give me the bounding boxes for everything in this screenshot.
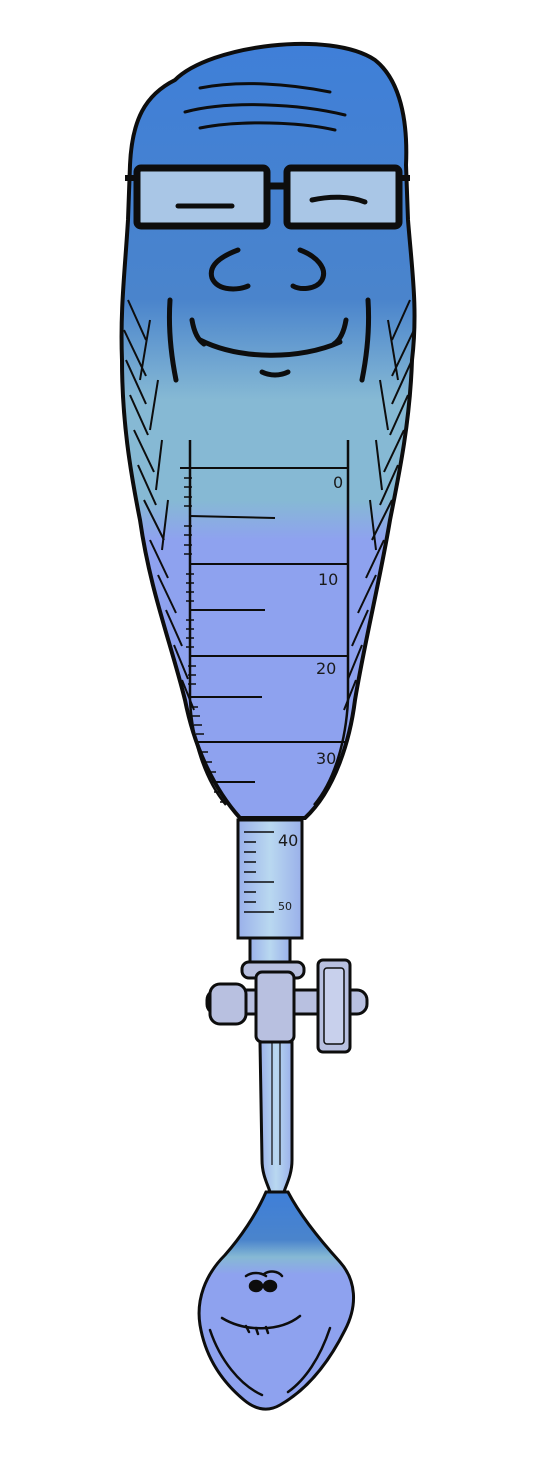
stopcock-icon xyxy=(205,958,369,1054)
smile xyxy=(166,297,372,383)
drop-face xyxy=(197,1190,356,1411)
scale-label-10: 10 xyxy=(318,570,338,589)
beard-hatching-right xyxy=(343,299,415,711)
beard-hatching-left xyxy=(123,299,195,711)
graduation-marks-head xyxy=(180,467,348,783)
burette-tip xyxy=(258,1040,294,1194)
small-face-features xyxy=(208,1270,332,1397)
scale-label-20: 20 xyxy=(316,659,336,678)
scale-labels: 0 10 20 30 40 50 xyxy=(278,473,343,913)
head-outline xyxy=(119,42,417,820)
glasses-icon xyxy=(125,164,410,230)
scale-label-40: 40 xyxy=(278,831,298,850)
nose xyxy=(208,247,326,292)
scale-label-50: 50 xyxy=(278,900,292,913)
head-burette xyxy=(119,42,417,820)
drop-outline xyxy=(197,1190,356,1411)
burette-stem xyxy=(236,818,304,966)
forehead-wrinkles xyxy=(183,82,347,132)
scale-label-0: 0 xyxy=(333,473,343,492)
burette-column xyxy=(188,440,350,806)
scale-label-30: 30 xyxy=(316,749,336,768)
minor-ticks-head xyxy=(184,477,228,803)
